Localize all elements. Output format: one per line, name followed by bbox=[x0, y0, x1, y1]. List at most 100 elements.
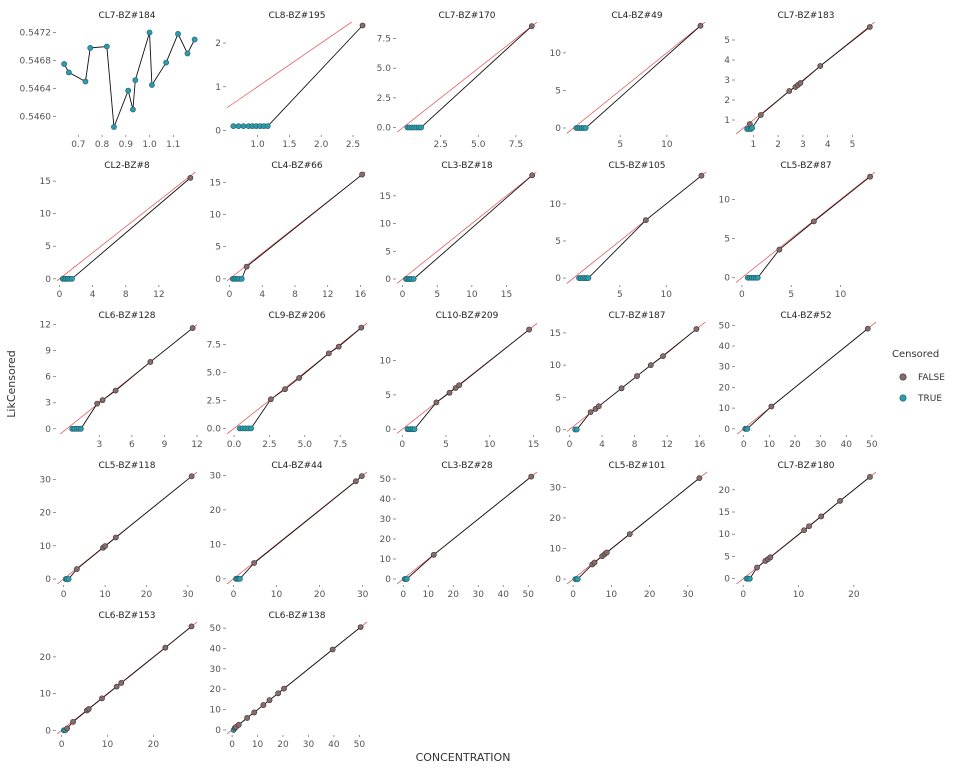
point-uncensored bbox=[282, 386, 288, 393]
point-censored bbox=[87, 45, 94, 51]
y-tick-label: 5 bbox=[385, 247, 391, 257]
panel-22: CL6-BZ#138 0 10 20 30 40 50 0 10 20 30 40 50 bbox=[210, 611, 367, 750]
panel-1: CL7-BZ#184 0.7 0.8 0.9 1.0 1.1 0.5460 0.5464 0.5… bbox=[20, 11, 198, 150]
y-tick-label: 30 bbox=[550, 483, 562, 493]
x-tick-label: 30 bbox=[357, 590, 369, 600]
x-tick-label: 1.0 bbox=[250, 140, 265, 150]
point-uncensored bbox=[526, 326, 533, 333]
y-tick-label: 10 bbox=[550, 200, 562, 210]
x-tick-label: 3 bbox=[96, 440, 102, 450]
point-uncensored bbox=[818, 513, 825, 520]
x-tick-label: 9 bbox=[162, 440, 168, 450]
x-tick-label: 2.5 bbox=[262, 440, 276, 450]
x-tick-label: 0 bbox=[57, 290, 63, 300]
y-tick-label: 4 bbox=[724, 56, 730, 66]
series-line bbox=[62, 177, 191, 280]
point-uncensored bbox=[817, 63, 824, 69]
y-tick-label: 5 bbox=[555, 393, 561, 403]
point-censored bbox=[61, 61, 68, 67]
panel-title: CL4-BZ#66 bbox=[271, 161, 323, 171]
point-uncensored bbox=[112, 387, 119, 394]
panel-14: CL7-BZ#187 0 4 8 12 16 0 5 10 15 bbox=[550, 311, 706, 450]
y-tick-label: 0 bbox=[724, 425, 730, 435]
y-tick-label: 0 bbox=[215, 726, 221, 736]
y-tick-label: 0 bbox=[215, 127, 221, 137]
point-censored bbox=[146, 29, 153, 36]
point-censored bbox=[264, 123, 271, 130]
panel-12: CL9-BZ#206 0.0 2.5 5.0 7.5 0.0 2.5 5.0 7.5 bbox=[207, 311, 367, 450]
panel-4: CL4-BZ#49 5 10 0 5 10 bbox=[550, 11, 706, 150]
x-tick-label: 5 bbox=[434, 290, 440, 300]
y-tick-label: 40 bbox=[380, 495, 392, 505]
y-tick-label: 0 bbox=[555, 575, 561, 585]
x-tick-label: 8 bbox=[292, 290, 298, 300]
point-uncensored bbox=[591, 559, 598, 566]
point-censored bbox=[65, 69, 72, 76]
y-tick-label: 0 bbox=[385, 425, 391, 435]
panel-title: CL7-BZ#170 bbox=[438, 11, 495, 21]
x-tick-label: 12 bbox=[322, 290, 333, 300]
x-tick-label: 8 bbox=[123, 290, 129, 300]
point-censored bbox=[132, 77, 139, 83]
reference-line bbox=[567, 22, 706, 134]
x-tick-label: 5 bbox=[788, 290, 794, 300]
reference-line bbox=[397, 22, 537, 133]
x-tick-label: 0 bbox=[400, 590, 406, 600]
x-tick-label: 0.0 bbox=[227, 440, 242, 450]
x-tick-label: 10 bbox=[661, 140, 673, 150]
panel-5: CL7-BZ#183 1 2 3 4 5 1 2 3 4 5 bbox=[724, 11, 876, 150]
x-tick-label: 50 bbox=[354, 740, 366, 750]
point-uncensored bbox=[244, 715, 251, 721]
x-tick-label: 20 bbox=[644, 590, 656, 600]
y-tick-label: 10 bbox=[550, 49, 562, 59]
x-tick-label: 1.1 bbox=[166, 140, 180, 150]
point-uncensored bbox=[867, 173, 873, 180]
y-tick-label: 20 bbox=[550, 514, 562, 524]
y-tick-label: 0 bbox=[215, 275, 221, 285]
y-tick-label: 0 bbox=[45, 575, 51, 585]
point-uncensored bbox=[73, 566, 80, 572]
y-tick-label: 5 bbox=[724, 36, 730, 46]
point-uncensored bbox=[446, 389, 453, 396]
point-uncensored bbox=[357, 624, 364, 630]
point-censored bbox=[125, 87, 132, 94]
point-uncensored bbox=[528, 23, 535, 30]
x-tick-label: 7.5 bbox=[333, 440, 347, 450]
y-tick-label: 20 bbox=[380, 535, 392, 545]
y-tick-label: 7.5 bbox=[377, 35, 391, 45]
point-uncensored bbox=[85, 706, 92, 712]
y-tick-label: 0 bbox=[45, 726, 51, 736]
x-tick-label: 0 bbox=[61, 590, 67, 600]
y-tick-label: 3 bbox=[45, 399, 51, 409]
panel-title: CL6-BZ#138 bbox=[268, 611, 325, 621]
x-tick-label: 6 bbox=[129, 440, 135, 450]
y-tick-label: 30 bbox=[210, 665, 222, 675]
x-tick-label: 16 bbox=[694, 440, 706, 450]
y-tick-label: 5 bbox=[555, 237, 561, 247]
reference-line bbox=[227, 22, 353, 109]
x-tick-label: 0 bbox=[399, 440, 405, 450]
x-tick-label: 10 bbox=[423, 590, 435, 600]
x-tick-label: 15 bbox=[501, 290, 512, 300]
x-tick-label: 20 bbox=[277, 740, 289, 750]
y-tick-label: 2 bbox=[724, 96, 730, 106]
point-uncensored bbox=[359, 22, 366, 29]
panel-20: CL7-BZ#180 0 10 20 0 5 10 15 20 bbox=[719, 461, 876, 600]
y-tick-label: 50 bbox=[210, 624, 222, 634]
x-tick-label: 1 bbox=[750, 140, 756, 150]
point-uncensored bbox=[797, 80, 804, 86]
panel-21: CL6-BZ#153 0 10 20 0 10 20 bbox=[40, 611, 197, 750]
x-axis-label: CONCENTRATION bbox=[416, 751, 511, 764]
x-tick-label: 10 bbox=[102, 740, 114, 750]
x-tick-label: 0 bbox=[567, 440, 573, 450]
y-tick-label: 30 bbox=[210, 471, 222, 481]
y-tick-label: 10 bbox=[210, 706, 222, 716]
point-uncensored bbox=[352, 478, 359, 485]
x-tick-label: 40 bbox=[328, 740, 340, 750]
point-uncensored bbox=[837, 497, 843, 504]
reference-line bbox=[736, 22, 876, 134]
point-censored bbox=[184, 50, 191, 57]
x-tick-label: 20 bbox=[141, 590, 153, 600]
y-tick-label: 15 bbox=[210, 178, 221, 188]
point-censored bbox=[130, 106, 136, 113]
